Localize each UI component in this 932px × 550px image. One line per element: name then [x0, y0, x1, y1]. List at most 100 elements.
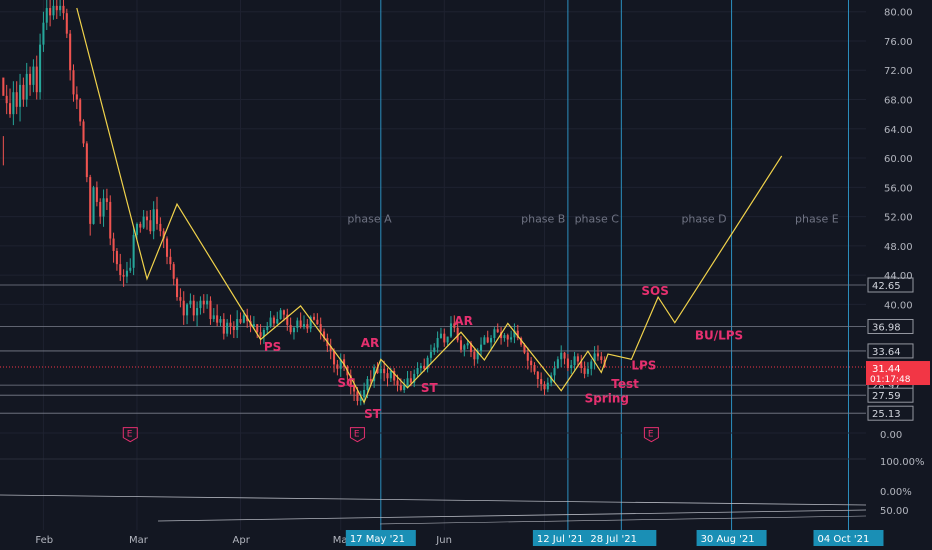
candle-body — [129, 267, 132, 271]
candle-body — [483, 337, 486, 345]
phase-label: phase A — [347, 212, 392, 225]
date-marker-label: 28 Jul '21 — [590, 534, 637, 545]
candle-body — [32, 66, 35, 85]
candle-body — [85, 143, 88, 178]
candle-body — [453, 323, 456, 328]
candle-body — [573, 356, 576, 366]
candle-body — [456, 327, 459, 341]
candle-body — [99, 201, 102, 217]
y-tick-label: 52.00 — [884, 213, 913, 224]
y-tick-label: 64.00 — [884, 125, 913, 136]
candle-body — [159, 223, 162, 232]
lower-panel-tick: 0.00 — [880, 430, 902, 441]
candle-body — [272, 317, 275, 324]
candle-body — [296, 320, 299, 328]
candle-body — [449, 323, 453, 337]
earnings-marker-icon — [122, 427, 138, 443]
candle-body — [333, 350, 336, 365]
candle-body — [282, 310, 285, 315]
y-tick-label: 68.00 — [884, 96, 913, 107]
wyckoff-label: BU/LPS — [695, 329, 743, 343]
candle-body — [439, 333, 442, 339]
candle-body — [533, 365, 536, 372]
candle-body — [65, 13, 68, 34]
candle-body — [493, 329, 496, 339]
candle-body — [276, 319, 279, 324]
earnings-marker-label: E — [127, 430, 133, 440]
candle-body — [479, 344, 483, 352]
candle-body — [590, 361, 593, 369]
candle-body — [112, 238, 115, 251]
candle-body — [570, 365, 573, 369]
candle-body — [286, 314, 289, 325]
y-tick-label: 60.00 — [884, 154, 913, 165]
candle-body — [279, 310, 282, 320]
wyckoff-label: AR — [361, 336, 380, 350]
candle-body — [329, 346, 332, 351]
price-level-label: 36.98 — [872, 322, 901, 333]
wyckoff-label: ST — [421, 381, 439, 395]
date-marker-label: 17 May '21 — [350, 534, 405, 545]
y-tick-label: 72.00 — [884, 66, 913, 77]
candle-body — [516, 330, 519, 339]
x-tick-label: Apr — [233, 535, 251, 546]
candle-body — [29, 73, 32, 85]
candle-body — [239, 319, 242, 323]
date-marker-box — [345, 530, 416, 546]
candle-body — [343, 359, 346, 367]
candle-body — [152, 209, 155, 232]
x-tick-label: Feb — [35, 535, 53, 546]
candle-body — [119, 264, 122, 276]
candle-body — [496, 329, 499, 333]
wyckoff-path-line — [76, 7, 783, 404]
candle-body — [62, 5, 65, 14]
candle-body — [389, 370, 392, 379]
candle-body — [256, 324, 259, 333]
lower-panel-tick: 50.00 — [880, 506, 909, 517]
candle-body — [135, 223, 138, 235]
candle-body — [469, 343, 473, 352]
candle-body — [386, 373, 389, 379]
candle-body — [192, 300, 195, 316]
candle-body — [596, 353, 599, 357]
candle-body — [319, 324, 322, 332]
candle-body — [459, 340, 463, 350]
price-level-box — [867, 277, 914, 293]
wyckoff-path — [76, 7, 783, 404]
price-level-box — [867, 318, 914, 334]
candle-body — [353, 384, 356, 392]
candle-body — [433, 347, 436, 352]
price-level-label: 28.97 — [872, 381, 901, 392]
candle-body — [520, 338, 523, 345]
candle-body — [486, 337, 489, 343]
candle-body — [186, 304, 189, 316]
candle-body — [490, 338, 493, 343]
wyckoff-label: SC — [337, 376, 355, 390]
candle-body — [179, 297, 182, 301]
candle-body — [39, 44, 42, 93]
candle-body — [69, 33, 72, 71]
x-tick-label: Jun — [435, 535, 452, 546]
candlesticks — [2, 0, 606, 406]
candle-body — [419, 365, 422, 369]
candle-body — [506, 335, 509, 340]
candle-body — [302, 324, 306, 328]
candle-body — [560, 352, 563, 360]
candle-body — [500, 332, 503, 339]
candle-body — [476, 351, 479, 360]
price-level-label: 42.65 — [872, 281, 901, 292]
date-marker-label: 04 Oct '21 — [817, 534, 869, 545]
candle-body — [413, 373, 416, 383]
date-marker-lines — [380, 0, 849, 530]
candle-body — [59, 5, 62, 11]
x-tick-label: Mar — [129, 535, 149, 546]
price-level-label: 27.59 — [872, 391, 901, 402]
price-level-box — [867, 405, 914, 421]
candle-body — [165, 238, 169, 257]
lower-panel-tick: 0.00% — [880, 487, 912, 498]
candle-body — [322, 331, 326, 339]
phase-label: phase B — [521, 212, 565, 225]
price-level-label: 33.64 — [872, 347, 901, 358]
candle-body — [583, 368, 586, 374]
